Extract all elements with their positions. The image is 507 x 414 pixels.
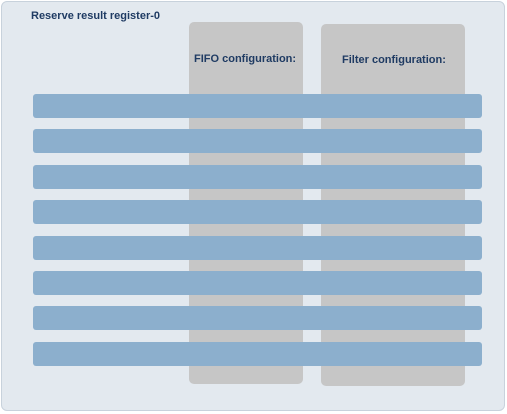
register-row-bar <box>33 94 482 118</box>
register-rows <box>33 94 482 377</box>
register-row-bar <box>33 129 482 154</box>
filter-configuration-label: Filter configuration: <box>342 54 446 66</box>
register-row-bar <box>33 270 482 295</box>
register-row-bar <box>33 164 482 189</box>
register-row-bar <box>33 200 482 225</box>
register-row-bar <box>33 341 482 366</box>
register-row-bar <box>33 235 482 260</box>
register-row-bar <box>33 306 482 331</box>
fifo-configuration-label: FIFO configuration: <box>194 53 297 65</box>
panel-title: Reserve result register-0 <box>31 10 161 22</box>
